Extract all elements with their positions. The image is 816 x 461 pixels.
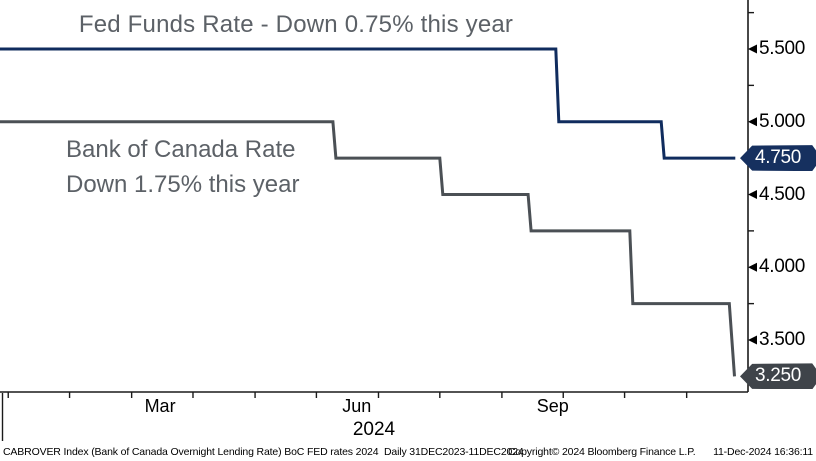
series-line-fed [0,47,736,160]
boc-rate-badge: 3.250 [740,363,816,390]
fed-funds-title: Fed Funds Rate - Down 0.75% this year [78,11,514,38]
y-major-tick-arrow [748,117,757,127]
x-axis-label-jun: Jun [342,396,372,416]
y-axis-label-4.500: 4.500 [759,183,806,205]
rate-chart[interactable]: Fed Funds Rate - Down 0.75% this year Ba… [0,0,816,443]
y-major-tick-arrow [748,335,757,345]
y-axis-label-5.500: 5.500 [759,38,806,59]
footer-bar: CABROVER Index (Bank of Canada Overnight… [0,443,816,461]
fed-rate-badge: 4.750 [740,145,816,172]
footer-copyright: Copyright© 2024 Bloomberg Finance L.P. [508,446,696,458]
y-major-tick-arrow [748,44,757,54]
y-axis-label-4.000: 4.000 [759,256,806,278]
y-axis-label-5.000: 5.000 [759,110,806,132]
footer-security-info: CABROVER Index (Bank of Canada Overnight… [3,446,524,458]
chart-canvas [0,0,757,441]
boc-annotation-line1: Bank of Canada Rate [66,136,296,163]
boc-annotation-line2: Down 1.75% this year [66,171,300,198]
x-axis-label-mar: Mar [144,396,176,416]
y-major-tick-arrow [748,262,757,272]
y-major-tick-arrow [748,190,757,199]
footer-datetime: 11-Dec-2024 16:36:11 [713,446,813,458]
y-axis-label-3.500: 3.500 [759,329,806,350]
x-axis-year-label: 2024 [352,419,396,440]
boc-annotation: Bank of Canada Rate Down 1.75% this year [66,132,299,202]
series-line-boc [0,120,736,377]
x-axis-label-sep: Sep [536,396,569,416]
